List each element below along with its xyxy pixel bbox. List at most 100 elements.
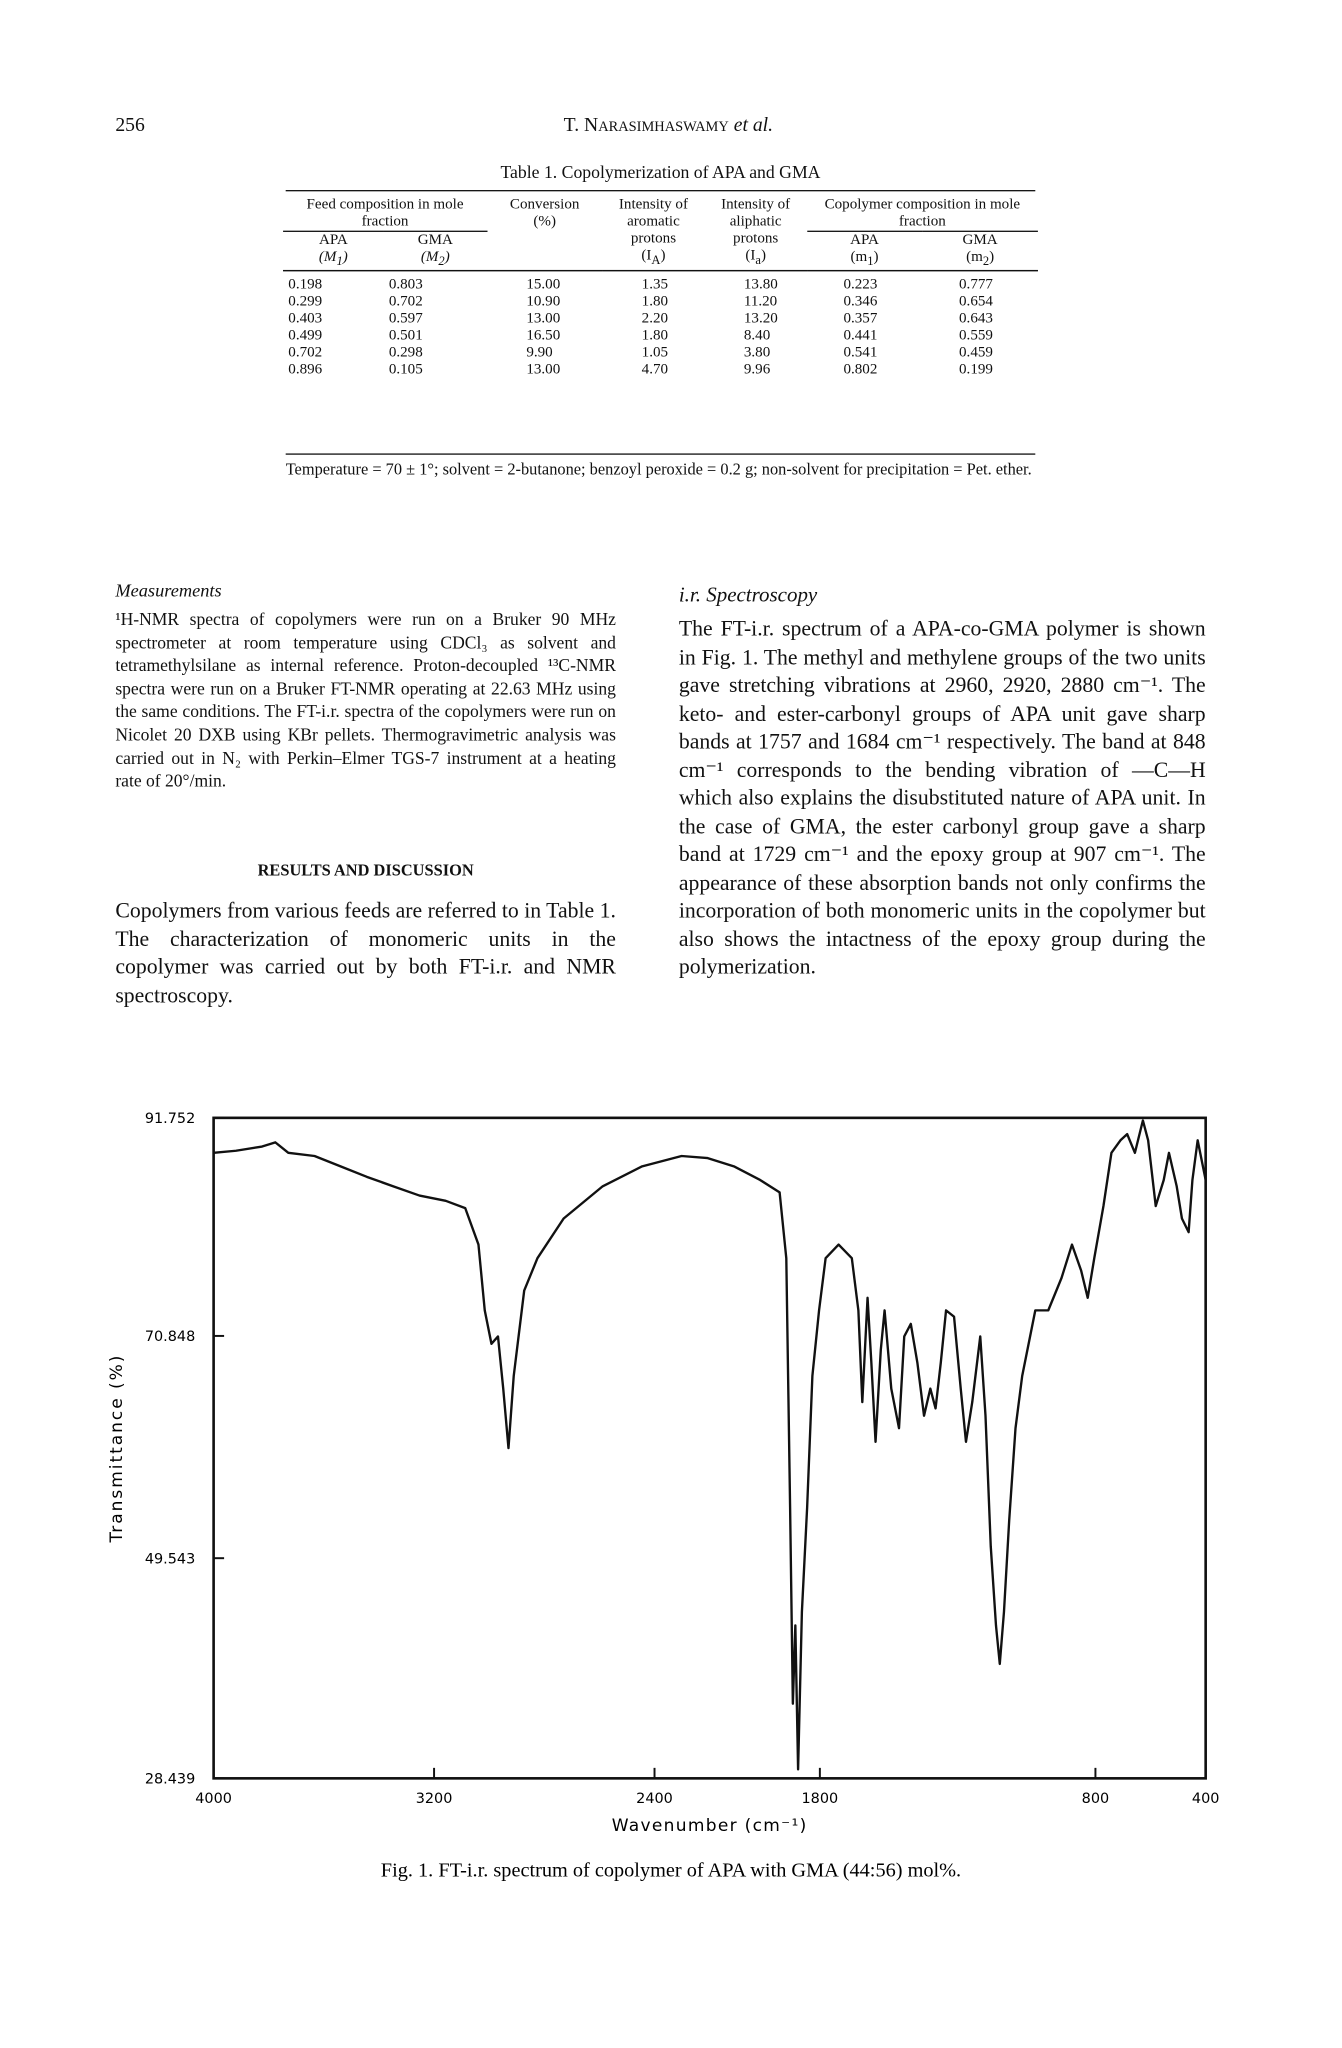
table: Feed composition in mole fraction Convers… <box>283 196 1038 380</box>
figure-caption: Fig. 1. FT-i.r. spectrum of copolymer of… <box>381 1860 961 1882</box>
table-cell: 0.802 <box>843 362 878 378</box>
symbol-text: ) <box>760 247 767 264</box>
column-header: Conversion (%) <box>487 196 603 272</box>
table-cell: 0.403 <box>288 310 323 327</box>
column-symbol: (%) <box>492 214 597 231</box>
column-name: GMA <box>417 231 453 248</box>
paragraph: ¹H-NMR spectra of copolymers were run on… <box>115 609 616 791</box>
table-cell: 0.459 <box>959 345 993 361</box>
table-rule <box>285 453 1036 455</box>
section-heading: RESULTS AND DISCUSSION <box>257 860 474 880</box>
column-symbol: (M2) <box>389 249 482 270</box>
symbol-subscript: 1 <box>336 254 343 270</box>
table-rule <box>285 190 1036 192</box>
table-head: Feed composition in mole fraction Convers… <box>283 196 1038 272</box>
running-author: T. Narasimhaswamy <box>563 115 729 137</box>
table-cell: 0.199 <box>959 362 993 378</box>
table-caption: Table 1. Copolymerization of APA and GMA <box>500 162 821 183</box>
symbol-text: (M <box>420 248 439 265</box>
symbol-text: (m <box>850 248 868 265</box>
column-name: APA <box>318 231 348 248</box>
paragraph: The FT-i.r. spectrum of a APA-co-GMA pol… <box>678 615 1206 979</box>
symbol-text: (M <box>318 248 337 265</box>
column-symbol: (M1) <box>288 249 378 270</box>
table-body: 0.198 0.803 15.00 1.35 13.80 0.223 0.777 0.299 0… <box>283 271 1038 379</box>
column-symbol: (IA) <box>608 248 700 269</box>
symbol-text: ) <box>444 248 450 265</box>
symbol-subscript: A <box>651 253 661 268</box>
symbol-subscript: 2 <box>438 254 445 270</box>
y-tick-label: 70.848 <box>145 1329 195 1345</box>
symbol-text: (I <box>641 247 652 264</box>
table-row: 0.299 0.702 10.90 1.80 11.20 0.346 0.654 <box>283 294 1038 311</box>
running-suffix: et al. <box>733 115 774 137</box>
column-name: APA <box>850 231 879 248</box>
x-tick-label: 2400 <box>636 1791 673 1807</box>
column-header: APA (M1) <box>283 231 384 272</box>
symbol-text: ) <box>989 248 995 265</box>
column-symbol: (m1) <box>812 249 917 270</box>
column-symbol: (m2) <box>928 249 1033 270</box>
table-cell: 0.441 <box>843 328 878 344</box>
table-row: 0.702 0.298 9.90 1.05 3.80 0.541 0.459 <box>283 345 1038 362</box>
table-row: 0.403 0.597 13.00 2.20 13.20 0.357 0.643 <box>283 311 1038 328</box>
symbol-subscript: 1 <box>867 254 874 270</box>
table-cell: 0.299 <box>288 293 323 310</box>
table-cell: 0.702 <box>388 293 423 310</box>
x-tick-label: 400 <box>1192 1791 1220 1807</box>
table-cell: 0.499 <box>288 328 323 344</box>
table-cell: 0.105 <box>388 362 423 378</box>
table-cell: 1.35 <box>641 276 669 293</box>
column-header: Intensity of aliphatic protons (Ia) <box>704 196 807 272</box>
table-cell: 13.20 <box>743 310 778 327</box>
section-heading: Measurements <box>115 581 222 602</box>
table-cell: 0.654 <box>959 293 993 310</box>
y-axis-label: Transmittance (%) <box>107 1354 127 1544</box>
symbol-text: ) <box>660 247 666 264</box>
header-row: APA (M1) GMA (M2) APA (m1) GMA (m2) <box>283 231 1038 272</box>
column-name: Intensity of aromatic protons <box>618 196 688 247</box>
table-cell: 0.597 <box>388 310 423 327</box>
table-cell: 0.803 <box>388 276 423 293</box>
column-name: GMA <box>962 231 998 248</box>
symbol-subscript: 2 <box>982 254 990 270</box>
column-name: Conversion <box>509 196 580 213</box>
table-cell: 0.559 <box>959 328 993 344</box>
table-footnote: Temperature = 70 ± 1°; solvent = 2-butan… <box>285 459 1032 479</box>
table-cell: 13.80 <box>743 276 778 293</box>
page-number: 256 <box>115 115 145 137</box>
table-cell: 10.90 <box>526 293 561 310</box>
table-cell: 0.357 <box>843 310 878 327</box>
group-header: Copolymer composition in mole fraction <box>806 196 1038 232</box>
table-cell: 4.70 <box>641 362 669 378</box>
table-cell: 0.223 <box>843 276 878 293</box>
table-cell: 9.90 <box>526 345 553 361</box>
section-heading: i.r. Spectroscopy <box>678 584 818 607</box>
column-header: Intensity of aromatic protons (IA) <box>602 196 705 272</box>
column-header: GMA (M2) <box>383 231 488 272</box>
column-header: GMA (m2) <box>922 231 1038 272</box>
symbol-text: (I <box>745 247 756 264</box>
table-cell: 13.00 <box>526 362 561 378</box>
table-cell: 1.80 <box>641 293 669 310</box>
table-cell: 0.896 <box>288 362 323 378</box>
table-cell: 16.50 <box>526 328 561 344</box>
table-cell: 11.20 <box>743 293 778 310</box>
symbol-text: ) <box>342 248 348 265</box>
table-cell: 3.80 <box>743 345 771 361</box>
running-title: T. Narasimhaswamy et al. <box>524 115 812 137</box>
table-row: 0.896 0.105 13.00 4.70 9.96 0.802 0.199 <box>283 362 1038 379</box>
paragraph: Copolymers from various feeds are referr… <box>115 897 616 1008</box>
table-cell: 2.20 <box>641 310 669 327</box>
table-cell: 0.198 <box>288 276 323 293</box>
table-cell: 0.702 <box>288 345 323 361</box>
table-cell: 9.96 <box>743 362 771 378</box>
group-header: Feed composition in mole fraction <box>283 196 488 232</box>
table-cell: 0.298 <box>388 345 423 361</box>
table-cell: 15.00 <box>526 276 561 293</box>
y-tick-label: 49.543 <box>145 1551 195 1567</box>
table-row: 0.198 0.803 15.00 1.35 13.80 0.223 0.777 <box>283 271 1038 294</box>
